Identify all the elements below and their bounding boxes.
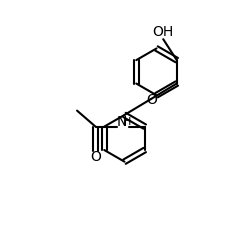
Text: O: O — [146, 93, 157, 107]
Text: OH: OH — [153, 25, 174, 39]
Text: H: H — [123, 117, 131, 127]
Text: O: O — [90, 150, 101, 164]
Text: N: N — [116, 115, 126, 129]
